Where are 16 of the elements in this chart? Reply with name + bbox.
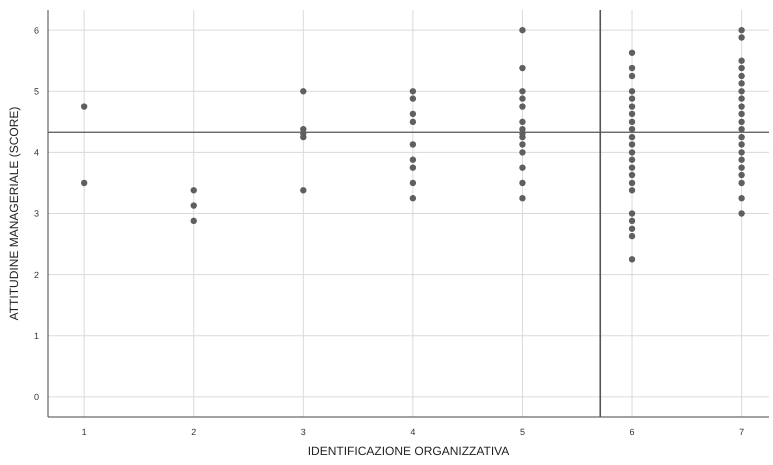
y-tick-label: 2 (34, 270, 39, 280)
y-tick-label: 1 (34, 330, 39, 341)
x-tick-label: 2 (191, 427, 196, 437)
x-tick-label: 6 (630, 427, 635, 437)
x-tick-label: 7 (739, 427, 744, 437)
x-tick-label: 5 (520, 427, 525, 437)
x-tick-label: 1 (82, 427, 87, 437)
x-tick-label: 3 (300, 427, 306, 437)
y-tick-label: 4 (34, 148, 39, 158)
y-tick-label: 6 (34, 25, 39, 36)
y-tick-label: 5 (34, 86, 39, 96)
y-tick-label: 0 (34, 392, 39, 402)
x-tick-label: 4 (410, 427, 416, 437)
y-tick-label: 3 (34, 208, 39, 219)
x-axis-title: IDENTIFICAZIONE ORGANIZZATIVA (308, 444, 510, 458)
y-axis-title: ATTITUDINE MANAGERIALE (SCORE) (7, 106, 21, 320)
